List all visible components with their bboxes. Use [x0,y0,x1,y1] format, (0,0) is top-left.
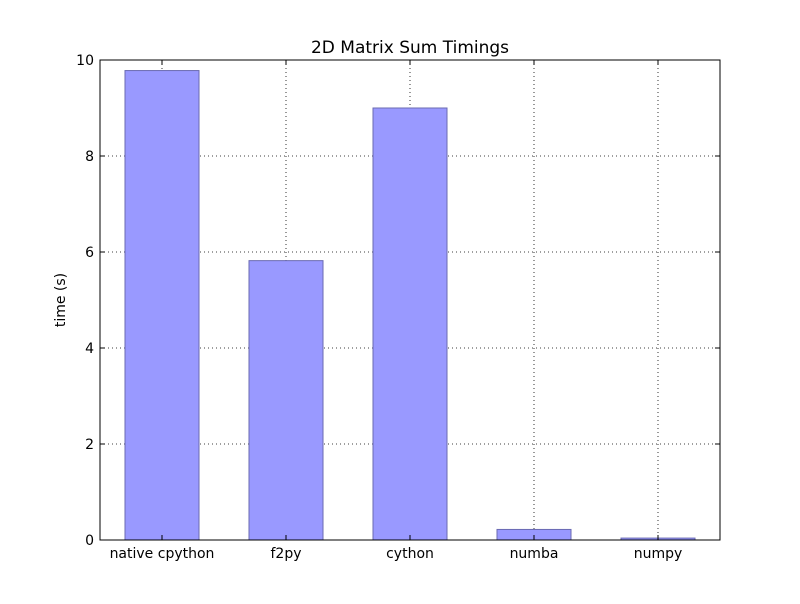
bar-cython [372,107,448,541]
x-tick-label: numba [510,546,559,562]
bar-f2py [248,260,324,541]
x-tick-label: f2py [270,546,301,562]
chart-title: 2D Matrix Sum Timings [311,38,509,58]
x-tick-label: cython [386,546,434,562]
axis-ticks [100,59,720,541]
x-tick-label: native cpython [110,546,215,562]
bars [124,70,696,541]
bar-native-cpython [124,70,200,541]
y-tick-label: 4 [85,341,94,357]
y-tick-label: 6 [85,245,94,261]
y-tick-label: 0 [85,533,94,549]
y-tick-label: 10 [76,53,94,69]
x-tick-label: numpy [634,546,683,562]
y-tick-label: 2 [85,437,94,453]
y-tick-label: 8 [85,149,94,165]
y-axis-label: time (s) [53,273,69,327]
tick-labels: 0 2 4 6 8 10 native cpython f2py cython numba nump… [76,53,682,562]
